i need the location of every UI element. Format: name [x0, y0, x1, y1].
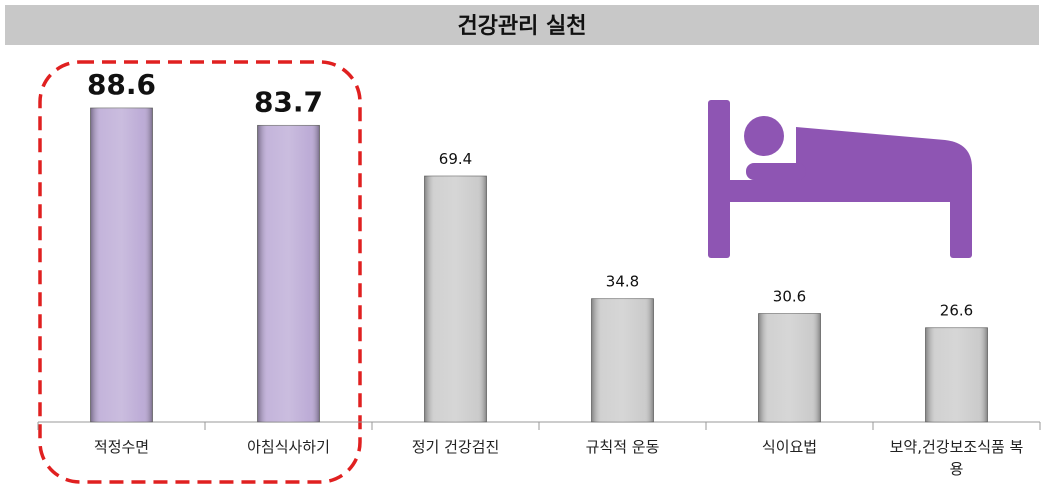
data-label: 26.6 [940, 302, 973, 320]
x-tick-label: 아침식사하기 [247, 438, 330, 456]
highlight-box [38, 60, 362, 484]
data-label: 88.6 [87, 68, 156, 101]
data-label: 69.4 [439, 150, 472, 168]
x-tick-label: 보약,건강보조식품 복용 [889, 438, 1024, 478]
x-tick-label: 규칙적 운동 [585, 438, 660, 456]
bar-shade [925, 327, 988, 422]
bar-shade [90, 108, 153, 422]
bar-shade [424, 176, 487, 422]
chart-title: 건강관리 실천 [457, 14, 586, 39]
data-label: 83.7 [254, 85, 323, 118]
data-label: 34.8 [606, 273, 639, 291]
x-tick-label: 식이요법 [761, 438, 818, 456]
title-bar [5, 5, 1039, 45]
bar-shade [257, 125, 320, 422]
bed-icon [708, 100, 972, 258]
x-tick-label: 적정수면 [93, 438, 150, 456]
data-label: 30.6 [773, 288, 806, 306]
bar-shade [591, 298, 654, 422]
x-tick-label: 정기 건강검진 [411, 438, 500, 456]
bar-shade [758, 313, 821, 422]
